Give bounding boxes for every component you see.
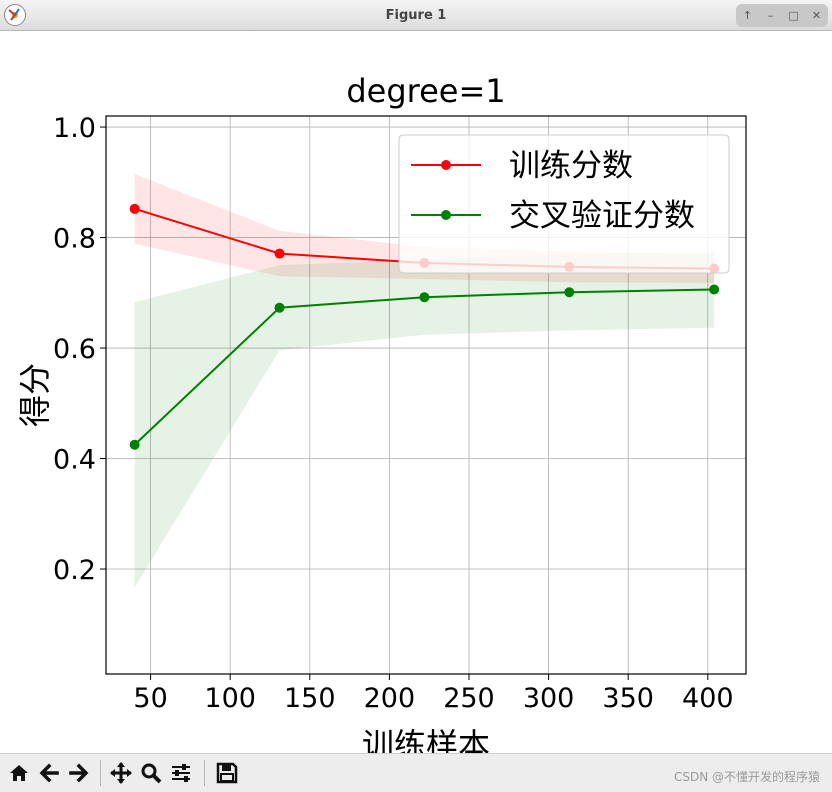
series-1-point — [564, 287, 575, 298]
forward-icon[interactable] — [66, 760, 92, 786]
y-tick-label: 0.2 — [53, 555, 96, 586]
maximize-window-button[interactable]: □ — [788, 8, 799, 22]
series-0-point — [274, 248, 285, 259]
x-tick-label: 300 — [523, 683, 575, 714]
y-tick-label: 0.6 — [53, 334, 96, 365]
status-readout: CSDN @不懂开发的程序猿 — [673, 770, 820, 784]
save-icon[interactable] — [214, 760, 240, 786]
pan-icon[interactable] — [108, 760, 134, 786]
series-1-point — [709, 284, 720, 295]
x-tick-label: 350 — [602, 683, 654, 714]
chart-svg: 50 100 150 200 250 300 350 400 0.2 0.4 0.6 0.8 1.0 d… — [16, 72, 747, 764]
series-0-point — [129, 203, 140, 214]
axes-frame — [105, 115, 747, 675]
minimize-window-button[interactable]: – — [767, 8, 774, 22]
shade-window-button[interactable]: ↑ — [742, 8, 753, 22]
x-tick-label: 150 — [284, 683, 336, 714]
window-titlebar: Figure 1 ↑ – □ ✕ — [0, 0, 832, 31]
series-1-point — [129, 439, 140, 450]
home-icon[interactable] — [6, 760, 32, 786]
x-tick-label: 400 — [682, 683, 734, 714]
close-window-button[interactable]: ✕ — [811, 8, 822, 22]
x-tick-label: 100 — [204, 683, 256, 714]
legend-marker-1 — [441, 210, 451, 220]
series-1-point — [274, 302, 285, 313]
legend-label-0: 训练分数 — [509, 148, 633, 184]
window-title: Figure 1 — [385, 8, 447, 23]
x-tick-label: 200 — [364, 683, 416, 714]
zoom-icon[interactable] — [138, 760, 164, 786]
back-icon[interactable] — [36, 760, 62, 786]
x-tick-label: 50 — [133, 683, 167, 714]
chart-title: degree=1 — [346, 72, 505, 110]
toolbar-separator — [204, 760, 205, 786]
y-tick-label: 0.4 — [53, 445, 96, 476]
legend-label-1: 交叉验证分数 — [509, 198, 695, 234]
app-icon[interactable] — [4, 4, 26, 26]
x-tick-label: 250 — [443, 683, 495, 714]
x-axis-label: 训练样本 — [362, 726, 490, 753]
y-tick-label: 1.0 — [53, 113, 96, 144]
navigation-toolbar: CSDN @不懂开发的程序猿 — [0, 753, 832, 792]
legend-marker-0 — [441, 160, 451, 170]
y-axis-label: 得分 — [16, 363, 54, 427]
legend-box — [398, 134, 730, 274]
figure-canvas[interactable]: 50 100 150 200 250 300 350 400 0.2 0.4 0.6 0.8 1.0 d… — [0, 31, 832, 764]
window-controls: ↑ – □ ✕ — [736, 4, 828, 27]
tick-layer: 50 100 150 200 250 300 350 400 0.2 0.4 0.6 0.8 1.0 — [53, 113, 734, 714]
toolbar-separator — [100, 760, 101, 786]
configure-subplots-icon[interactable] — [168, 760, 194, 786]
series-1-point — [419, 292, 430, 303]
series-1-band — [134, 251, 715, 588]
y-tick-label: 0.8 — [53, 224, 96, 255]
